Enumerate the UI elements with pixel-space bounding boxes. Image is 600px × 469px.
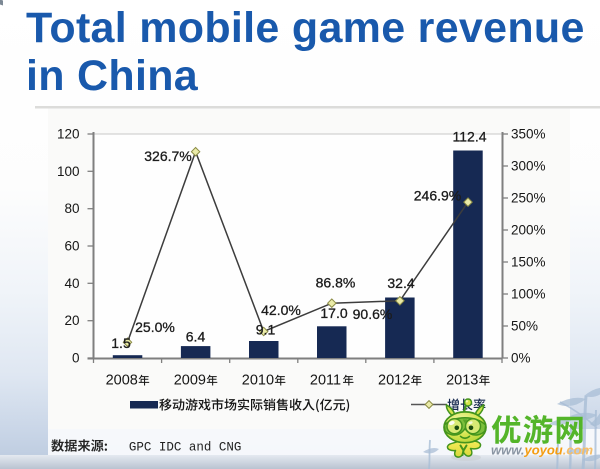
- svg-text:300%: 300%: [511, 159, 546, 174]
- svg-text:112.4: 112.4: [453, 129, 487, 145]
- svg-text:17.0: 17.0: [320, 305, 347, 321]
- svg-text:86.8%: 86.8%: [316, 275, 356, 291]
- svg-text:2010: 2010: [242, 373, 274, 389]
- svg-text:250%: 250%: [511, 191, 546, 206]
- svg-text:246.9%: 246.9%: [414, 188, 461, 204]
- svg-text:120: 120: [57, 127, 80, 142]
- svg-text:40: 40: [64, 276, 79, 291]
- svg-text:100%: 100%: [511, 287, 546, 302]
- svg-text:150%: 150%: [511, 255, 546, 270]
- svg-text:1.5: 1.5: [111, 335, 131, 351]
- svg-text:200%: 200%: [511, 223, 546, 238]
- svg-text:20: 20: [64, 313, 79, 328]
- svg-text:50%: 50%: [511, 319, 538, 334]
- svg-text:80: 80: [64, 201, 79, 216]
- svg-text:25.0%: 25.0%: [135, 319, 175, 335]
- svg-text:326.7%: 326.7%: [144, 148, 191, 164]
- svg-text:2009: 2009: [174, 373, 206, 389]
- svg-text:2012: 2012: [378, 373, 410, 389]
- svg-text:0%: 0%: [511, 351, 531, 366]
- svg-text:350%: 350%: [511, 127, 546, 142]
- svg-text:6.4: 6.4: [186, 329, 206, 345]
- svg-text:100: 100: [57, 164, 80, 179]
- svg-text:42.0%: 42.0%: [261, 302, 301, 318]
- svg-text:0: 0: [72, 351, 80, 366]
- svg-text:2008: 2008: [106, 373, 138, 389]
- svg-text:2013: 2013: [446, 373, 478, 389]
- svg-text:90.6%: 90.6%: [353, 306, 393, 322]
- svg-text:60: 60: [64, 239, 79, 254]
- svg-text:www.yoyou.com: www.yoyou.com: [491, 443, 594, 458]
- svg-text:2011: 2011: [310, 373, 341, 389]
- svg-text:9.1: 9.1: [256, 322, 276, 338]
- svg-text:32.4: 32.4: [387, 275, 414, 291]
- svg-text:GPC IDC and CNG: GPC IDC and CNG: [129, 441, 242, 455]
